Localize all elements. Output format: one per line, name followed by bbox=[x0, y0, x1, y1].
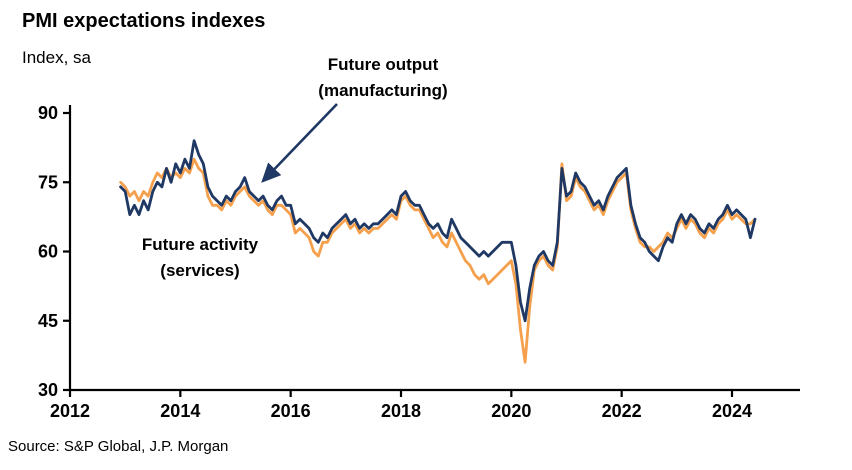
y-axis-unit-label: Index, sa bbox=[22, 48, 91, 67]
series-line-manufacturing bbox=[119, 139, 757, 323]
x-tick-label: 2022 bbox=[602, 401, 642, 421]
y-tick-label: 75 bbox=[38, 172, 58, 192]
y-tick-label: 30 bbox=[38, 380, 58, 400]
y-tick-label: 60 bbox=[38, 242, 58, 262]
source-note: Source: S&P Global, J.P. Morgan bbox=[8, 438, 229, 455]
annotation-services-line1: Future activity bbox=[141, 235, 259, 254]
annotation-manufacturing-line1: Future output bbox=[327, 55, 439, 74]
annotation-manufacturing: Future output (manufacturing) bbox=[273, 52, 493, 104]
x-tick-label: 2020 bbox=[491, 401, 531, 421]
x-tick-label: 2012 bbox=[50, 401, 90, 421]
y-tick-label: 90 bbox=[38, 103, 58, 123]
chart-title: PMI expectations indexes bbox=[22, 10, 266, 32]
x-tick-label: 2024 bbox=[712, 401, 752, 421]
x-tick-label: 2016 bbox=[271, 401, 311, 421]
annotation-arrow bbox=[261, 103, 338, 183]
x-tick-label: 2014 bbox=[160, 401, 200, 421]
x-tick-label: 2018 bbox=[381, 401, 421, 421]
annotation-services-line2: (services) bbox=[160, 261, 240, 280]
y-tick-label: 45 bbox=[38, 311, 58, 331]
series-line-services bbox=[119, 157, 757, 364]
annotation-services: Future activity (services) bbox=[90, 232, 310, 284]
annotation-manufacturing-line2: (manufacturing) bbox=[318, 81, 448, 100]
